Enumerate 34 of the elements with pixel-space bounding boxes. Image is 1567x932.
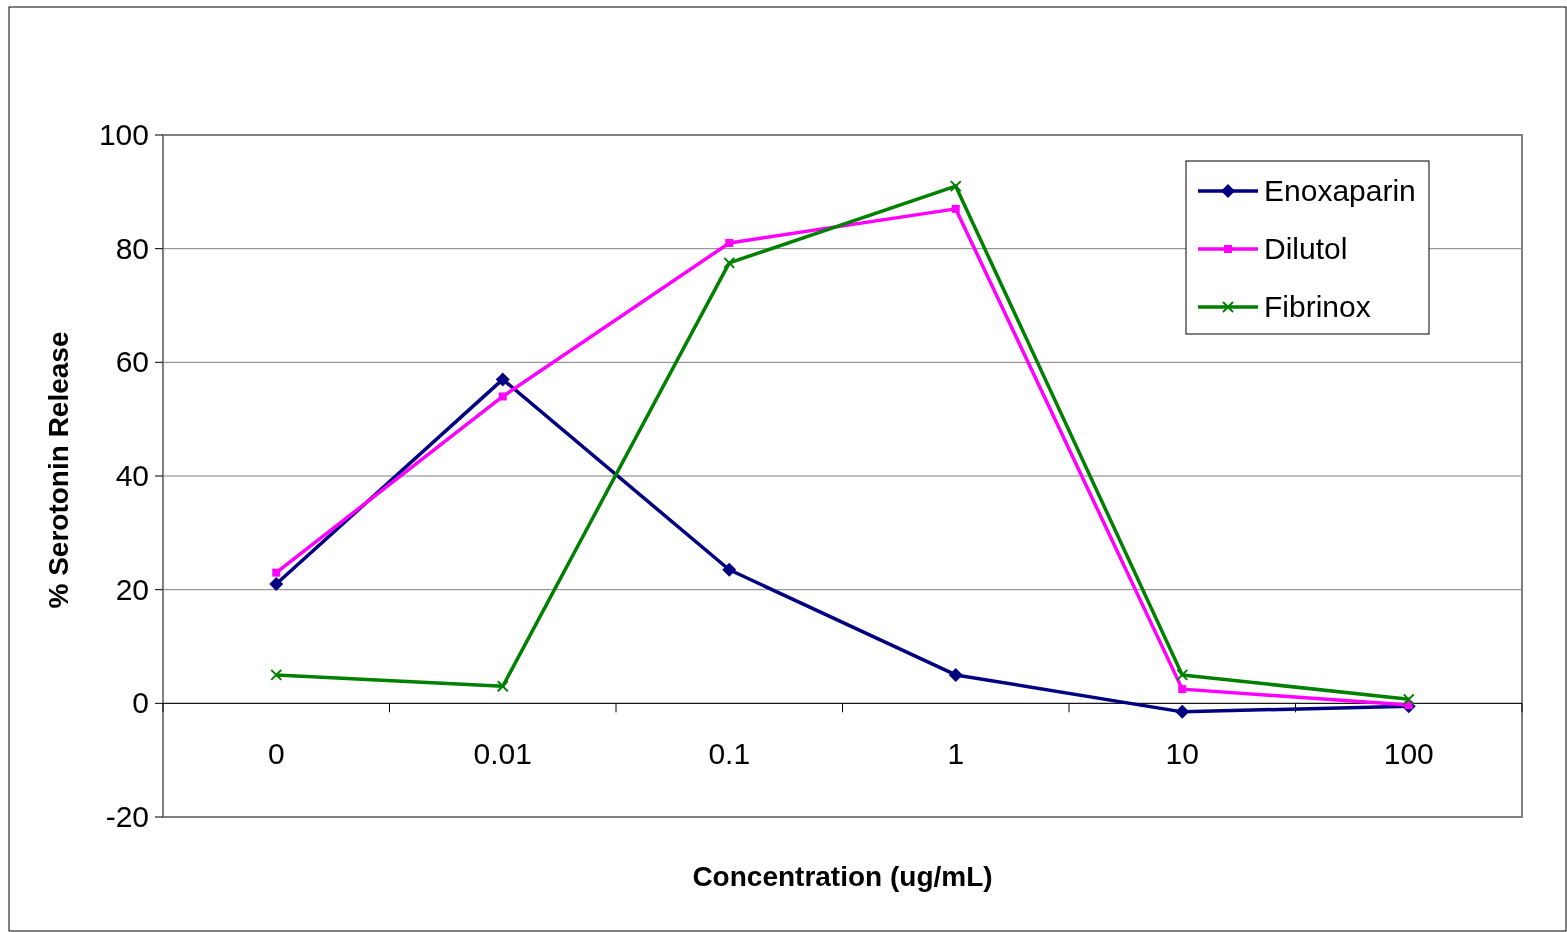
point <box>723 256 736 269</box>
point <box>1176 668 1189 681</box>
point <box>1178 685 1187 694</box>
point <box>951 204 960 213</box>
point <box>948 667 963 682</box>
legend-label: Dilutol <box>1264 232 1348 265</box>
point <box>270 668 283 681</box>
x-tick-label: 1 <box>947 737 965 771</box>
legend-label: Enoxaparin <box>1264 174 1416 207</box>
x-tick-label: 0.01 <box>473 737 532 771</box>
point <box>498 392 507 401</box>
point <box>725 238 734 247</box>
x-tick-label: 0.1 <box>708 737 751 771</box>
x-axis-title: Concentration (ug/mL) <box>692 861 993 892</box>
x-tick-label: 10 <box>1165 737 1199 771</box>
legend-label: Fibrinox <box>1264 290 1371 323</box>
y-tick-label: 100 <box>98 118 149 151</box>
point <box>722 562 737 577</box>
point <box>272 568 281 577</box>
point <box>495 372 510 387</box>
y-tick-label: 20 <box>115 572 149 606</box>
y-tick-label: 0 <box>132 686 149 720</box>
x-tick-label: 0 <box>267 737 285 771</box>
point <box>1402 693 1415 706</box>
y-axis-title: % Serotonin Release <box>43 331 74 609</box>
point <box>269 576 284 591</box>
point <box>496 680 509 693</box>
y-tick-label: -20 <box>105 800 149 833</box>
x-tick-label: 100 <box>1383 737 1434 771</box>
y-tick-label: 60 <box>115 345 149 379</box>
point <box>1175 704 1190 719</box>
y-tick-label: 40 <box>115 459 149 492</box>
y-tick-label: 80 <box>115 231 149 265</box>
point <box>949 180 962 193</box>
